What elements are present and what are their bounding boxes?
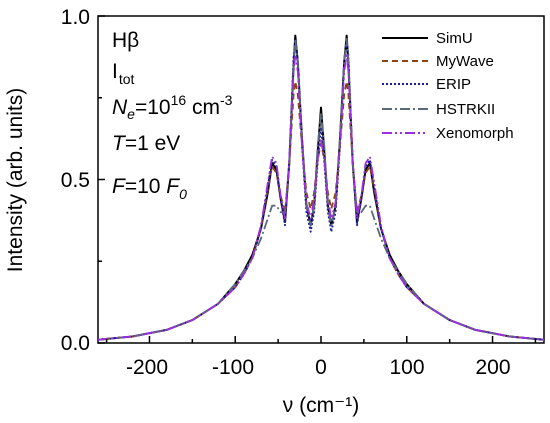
series-line-erip [97,38,545,341]
density-exponent: 16 [171,92,187,108]
density-unit: cm [186,96,220,119]
annotation-intensity: Itot [112,60,135,87]
series-line-xenomorph [97,54,545,341]
density-subscript: e [127,106,135,122]
legend-label: SimU [436,30,473,47]
series-layer [97,34,545,341]
y-tick-label: 0.5 [61,169,90,192]
annotation-line: Hβ [112,29,139,52]
tick-layer [98,15,537,344]
x-tick-label: -100 [212,356,254,379]
field-value: =10 [125,175,166,198]
x-axis-title: ν (cm⁻¹) [283,394,359,417]
annotation-density: Ne=1016 cm-3 [112,92,233,122]
density-equals: =10 [135,96,171,119]
legend-label: MyWave [436,53,494,70]
intensity-subscript: tot [119,71,135,87]
annotations: Hβ Itot Ne=1016 cm-3 T=1 eV F=10 F0 [112,29,233,202]
density-letter: N [112,96,128,119]
legend-label: ERIP [436,76,471,93]
y-tick-label: 0.0 [61,332,90,355]
density-unit-exponent: -3 [220,92,233,108]
field-unit-letter: F [166,175,180,198]
intensity-letter: I [112,60,118,83]
y-tick-label: 1.0 [61,6,90,29]
x-tick-label: 200 [475,356,510,379]
legend-label: HSTRKII [436,101,495,118]
x-tick-label: 100 [389,356,424,379]
legend: SimU MyWave ERIP HSTRKII Xenomorph [382,30,514,142]
series-line-hstrkii [97,38,545,341]
x-tick-labels: -200 -100 0 100 200 [126,356,511,379]
temperature-letter: T [112,132,127,155]
field-unit-subscript: 0 [179,186,187,202]
temperature-value: =1 eV [125,132,180,155]
annotation-field: F=10 F0 [112,175,187,202]
legend-label: Xenomorph [436,125,514,142]
annotation-temperature: T=1 eV [112,132,180,155]
x-tick-label: -200 [126,356,168,379]
x-tick-label: 0 [315,356,327,379]
y-tick-labels: 0.0 0.5 1.0 [61,6,90,355]
field-letter: F [112,175,126,198]
y-axis-title: Intensity (arb. units) [4,88,27,272]
